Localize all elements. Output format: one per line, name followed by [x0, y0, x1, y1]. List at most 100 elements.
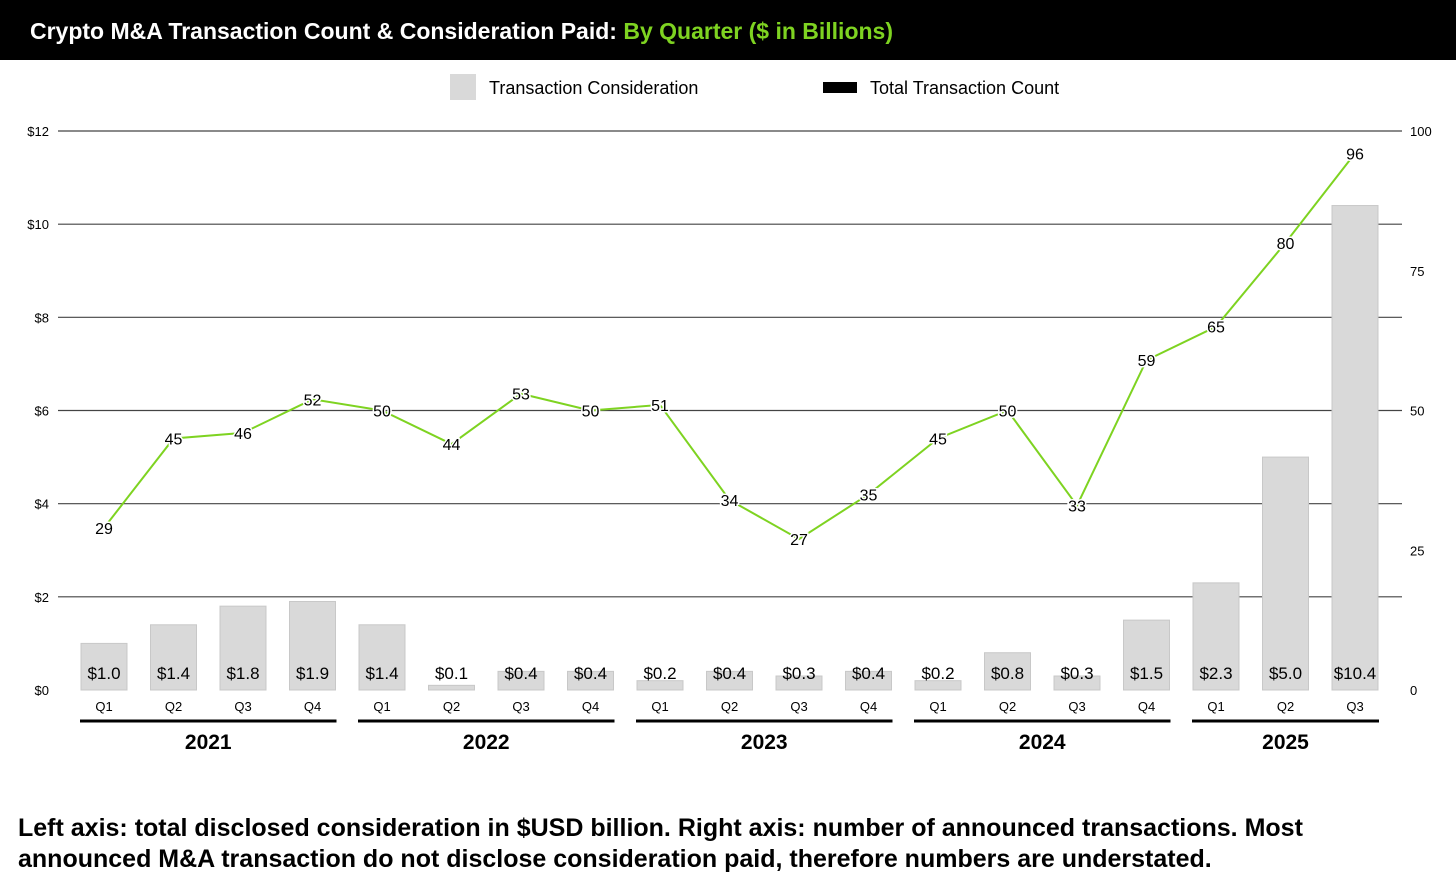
bar-label: $1.5 — [1130, 664, 1163, 683]
quarter-label: Q1 — [651, 699, 668, 714]
bar-label: $0.3 — [1060, 664, 1093, 683]
right-tick-label: 25 — [1410, 543, 1424, 558]
quarter-label: Q2 — [1277, 699, 1294, 714]
quarter-label: Q2 — [443, 699, 460, 714]
quarter-label: Q3 — [1068, 699, 1085, 714]
count-label: 44 — [443, 437, 461, 454]
title-highlight: By Quarter ($ in Billions) — [623, 18, 893, 44]
count-label: 51 — [651, 398, 669, 415]
count-line — [103, 152, 1356, 541]
quarter-label: Q3 — [234, 699, 251, 714]
quarter-label: Q1 — [1207, 699, 1224, 714]
bar-label: $0.8 — [991, 664, 1024, 683]
bar — [1192, 582, 1240, 691]
bar — [775, 675, 823, 691]
legend-swatch-consideration — [450, 74, 476, 100]
bar — [219, 605, 267, 691]
count-label: 50 — [373, 404, 391, 421]
year-label: 2024 — [1019, 731, 1066, 754]
quarter-label: Q3 — [790, 699, 807, 714]
count-label: 53 — [512, 387, 530, 404]
year-label: 2023 — [741, 731, 788, 754]
bar-label: $1.9 — [296, 664, 329, 683]
bar — [497, 670, 545, 691]
bar-label: $0.4 — [852, 664, 885, 683]
bar — [80, 642, 128, 691]
left-tick-label: $12 — [27, 124, 49, 139]
legend-label-count: Total Transaction Count — [870, 78, 1059, 98]
count-label: 59 — [1138, 353, 1156, 370]
bar — [636, 680, 684, 691]
bar-label: $5.0 — [1269, 664, 1302, 683]
bar — [914, 680, 962, 691]
bar — [358, 624, 406, 691]
chart: Transaction Consideration Total Transacti… — [27, 74, 1432, 754]
count-label: 46 — [234, 426, 252, 443]
bar-label: $1.4 — [157, 664, 190, 683]
right-tick-label: 75 — [1410, 264, 1424, 279]
bar-label: $0.2 — [921, 664, 954, 683]
bar — [428, 684, 475, 691]
bar-label: $0.4 — [574, 664, 607, 683]
count-label: 27 — [790, 532, 808, 549]
bar-label: $1.0 — [87, 664, 120, 683]
quarter-label: Q3 — [512, 699, 529, 714]
bar-label: $0.1 — [435, 664, 468, 683]
count-label: 52 — [304, 392, 322, 409]
bar-label: $0.4 — [504, 664, 537, 683]
left-tick-label: $2 — [35, 590, 49, 605]
legend-label-consideration: Transaction Consideration — [489, 78, 698, 98]
count-label: 80 — [1277, 236, 1295, 253]
bar — [1262, 456, 1309, 691]
bar-label: $10.4 — [1334, 664, 1377, 683]
left-tick-label: $6 — [35, 404, 49, 419]
quarter-label: Q4 — [304, 699, 321, 714]
quarter-label: Q4 — [582, 699, 599, 714]
right-tick-label: 0 — [1410, 683, 1417, 698]
quarter-label: Q2 — [165, 699, 182, 714]
quarter-label: Q2 — [999, 699, 1016, 714]
quarter-label: Q3 — [1346, 699, 1363, 714]
bar — [1053, 675, 1101, 691]
bar — [984, 652, 1031, 691]
count-label: 35 — [860, 487, 878, 504]
quarter-label: Q4 — [860, 699, 877, 714]
bar-label: $2.3 — [1199, 664, 1232, 683]
left-tick-label: $4 — [35, 497, 49, 512]
bar — [1123, 619, 1170, 691]
right-tick-label: 50 — [1410, 404, 1424, 419]
bar — [289, 600, 336, 691]
legend-swatch-count — [823, 82, 857, 93]
quarter-label: Q1 — [929, 699, 946, 714]
bar-label: $0.2 — [643, 664, 676, 683]
count-label: 96 — [1346, 146, 1364, 163]
bar-label: $1.8 — [226, 664, 259, 683]
bar — [706, 670, 753, 691]
quarter-label: Q1 — [95, 699, 112, 714]
year-label: 2025 — [1262, 731, 1309, 754]
count-label: 33 — [1068, 499, 1086, 516]
year-label: 2022 — [463, 731, 510, 754]
footnote: Left axis: total disclosed consideration… — [18, 814, 1303, 873]
quarter-label: Q2 — [721, 699, 738, 714]
bar-label: $0.3 — [782, 664, 815, 683]
right-tick-label: 100 — [1410, 124, 1432, 139]
left-tick-label: $10 — [27, 217, 49, 232]
year-label: 2021 — [185, 731, 232, 754]
left-tick-label: $8 — [35, 310, 49, 325]
quarter-label: Q4 — [1138, 699, 1155, 714]
quarter-label: Q1 — [373, 699, 390, 714]
count-label: 65 — [1207, 320, 1225, 337]
bar — [845, 670, 892, 691]
bar-label: $0.4 — [713, 664, 746, 683]
count-label: 50 — [999, 404, 1017, 421]
bar — [150, 624, 197, 691]
bar — [1331, 205, 1379, 691]
count-label: 45 — [165, 431, 183, 448]
count-label: 50 — [582, 404, 600, 421]
count-label: 45 — [929, 431, 947, 448]
bar — [567, 670, 614, 691]
count-label: 34 — [721, 493, 739, 510]
left-tick-label: $0 — [35, 683, 49, 698]
count-label: 29 — [95, 521, 113, 538]
